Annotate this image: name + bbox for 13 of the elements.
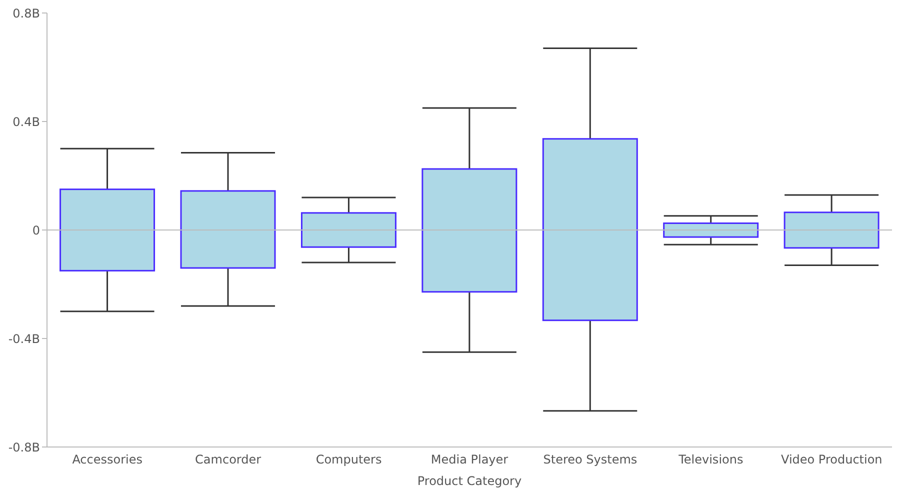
- y-tick-label: -0.4B: [8, 332, 40, 346]
- x-tick-label: Televisions: [678, 452, 744, 467]
- y-tick-label: 0: [32, 223, 40, 238]
- x-tick-label: Camcorder: [195, 452, 262, 467]
- x-tick-label: Video Production: [781, 452, 882, 467]
- x-tick-label: Accessories: [72, 452, 143, 467]
- x-tick-label: Computers: [316, 452, 382, 467]
- y-tick-label: 0.8B: [12, 6, 40, 20]
- x-tick-label: Stereo Systems: [543, 452, 638, 467]
- y-tick-label: -0.8B: [8, 440, 40, 454]
- x-tick-label: Media Player: [430, 452, 508, 467]
- y-tick-label: 0.4B: [12, 114, 40, 129]
- x-axis-title: Product Category: [417, 474, 522, 488]
